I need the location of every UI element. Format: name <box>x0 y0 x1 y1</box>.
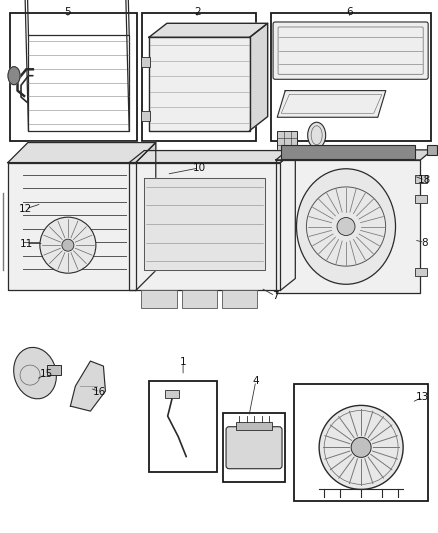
Polygon shape <box>276 150 432 160</box>
FancyBboxPatch shape <box>226 427 282 469</box>
Bar <box>236 422 272 430</box>
Polygon shape <box>136 142 156 290</box>
FancyBboxPatch shape <box>273 22 428 79</box>
Circle shape <box>319 406 403 489</box>
Text: 18: 18 <box>418 175 431 185</box>
Bar <box>416 195 427 203</box>
Bar <box>277 131 297 151</box>
Polygon shape <box>129 163 280 290</box>
Polygon shape <box>149 37 250 131</box>
Bar <box>47 365 61 375</box>
Bar <box>294 384 428 501</box>
Ellipse shape <box>8 67 20 85</box>
Circle shape <box>351 438 371 457</box>
Polygon shape <box>149 23 268 37</box>
Polygon shape <box>280 150 295 290</box>
Text: 10: 10 <box>193 163 206 173</box>
Polygon shape <box>8 142 156 163</box>
Bar <box>141 290 177 309</box>
Bar <box>222 290 257 309</box>
Bar <box>142 13 256 141</box>
Bar <box>165 390 179 398</box>
Ellipse shape <box>307 122 326 148</box>
Polygon shape <box>250 23 268 131</box>
Bar <box>10 13 137 141</box>
Text: 1: 1 <box>180 358 187 367</box>
Bar <box>271 13 431 141</box>
Text: 13: 13 <box>416 392 429 402</box>
Bar <box>416 175 427 183</box>
Bar <box>281 145 416 159</box>
Text: 8: 8 <box>421 238 428 247</box>
Text: 5: 5 <box>64 7 71 17</box>
Text: 4: 4 <box>252 376 259 386</box>
Text: 16: 16 <box>93 387 106 397</box>
Text: 12: 12 <box>19 204 32 214</box>
Text: 2: 2 <box>194 7 201 17</box>
Text: 11: 11 <box>20 239 33 248</box>
Polygon shape <box>144 177 265 270</box>
Text: 6: 6 <box>346 7 353 17</box>
Circle shape <box>40 217 96 273</box>
Text: 15: 15 <box>39 369 53 379</box>
Bar <box>141 58 150 67</box>
Ellipse shape <box>297 169 396 284</box>
Polygon shape <box>277 91 386 117</box>
Bar <box>141 110 150 120</box>
Polygon shape <box>8 163 136 290</box>
Polygon shape <box>129 150 295 163</box>
Polygon shape <box>28 142 156 270</box>
Polygon shape <box>71 361 106 411</box>
Bar <box>223 413 285 482</box>
Bar <box>427 145 438 155</box>
Text: 7: 7 <box>272 291 279 301</box>
Bar <box>182 290 217 309</box>
Polygon shape <box>276 160 420 293</box>
Bar <box>149 381 217 472</box>
Circle shape <box>337 217 355 236</box>
Circle shape <box>62 239 74 251</box>
Bar <box>416 268 427 276</box>
Ellipse shape <box>14 348 57 399</box>
